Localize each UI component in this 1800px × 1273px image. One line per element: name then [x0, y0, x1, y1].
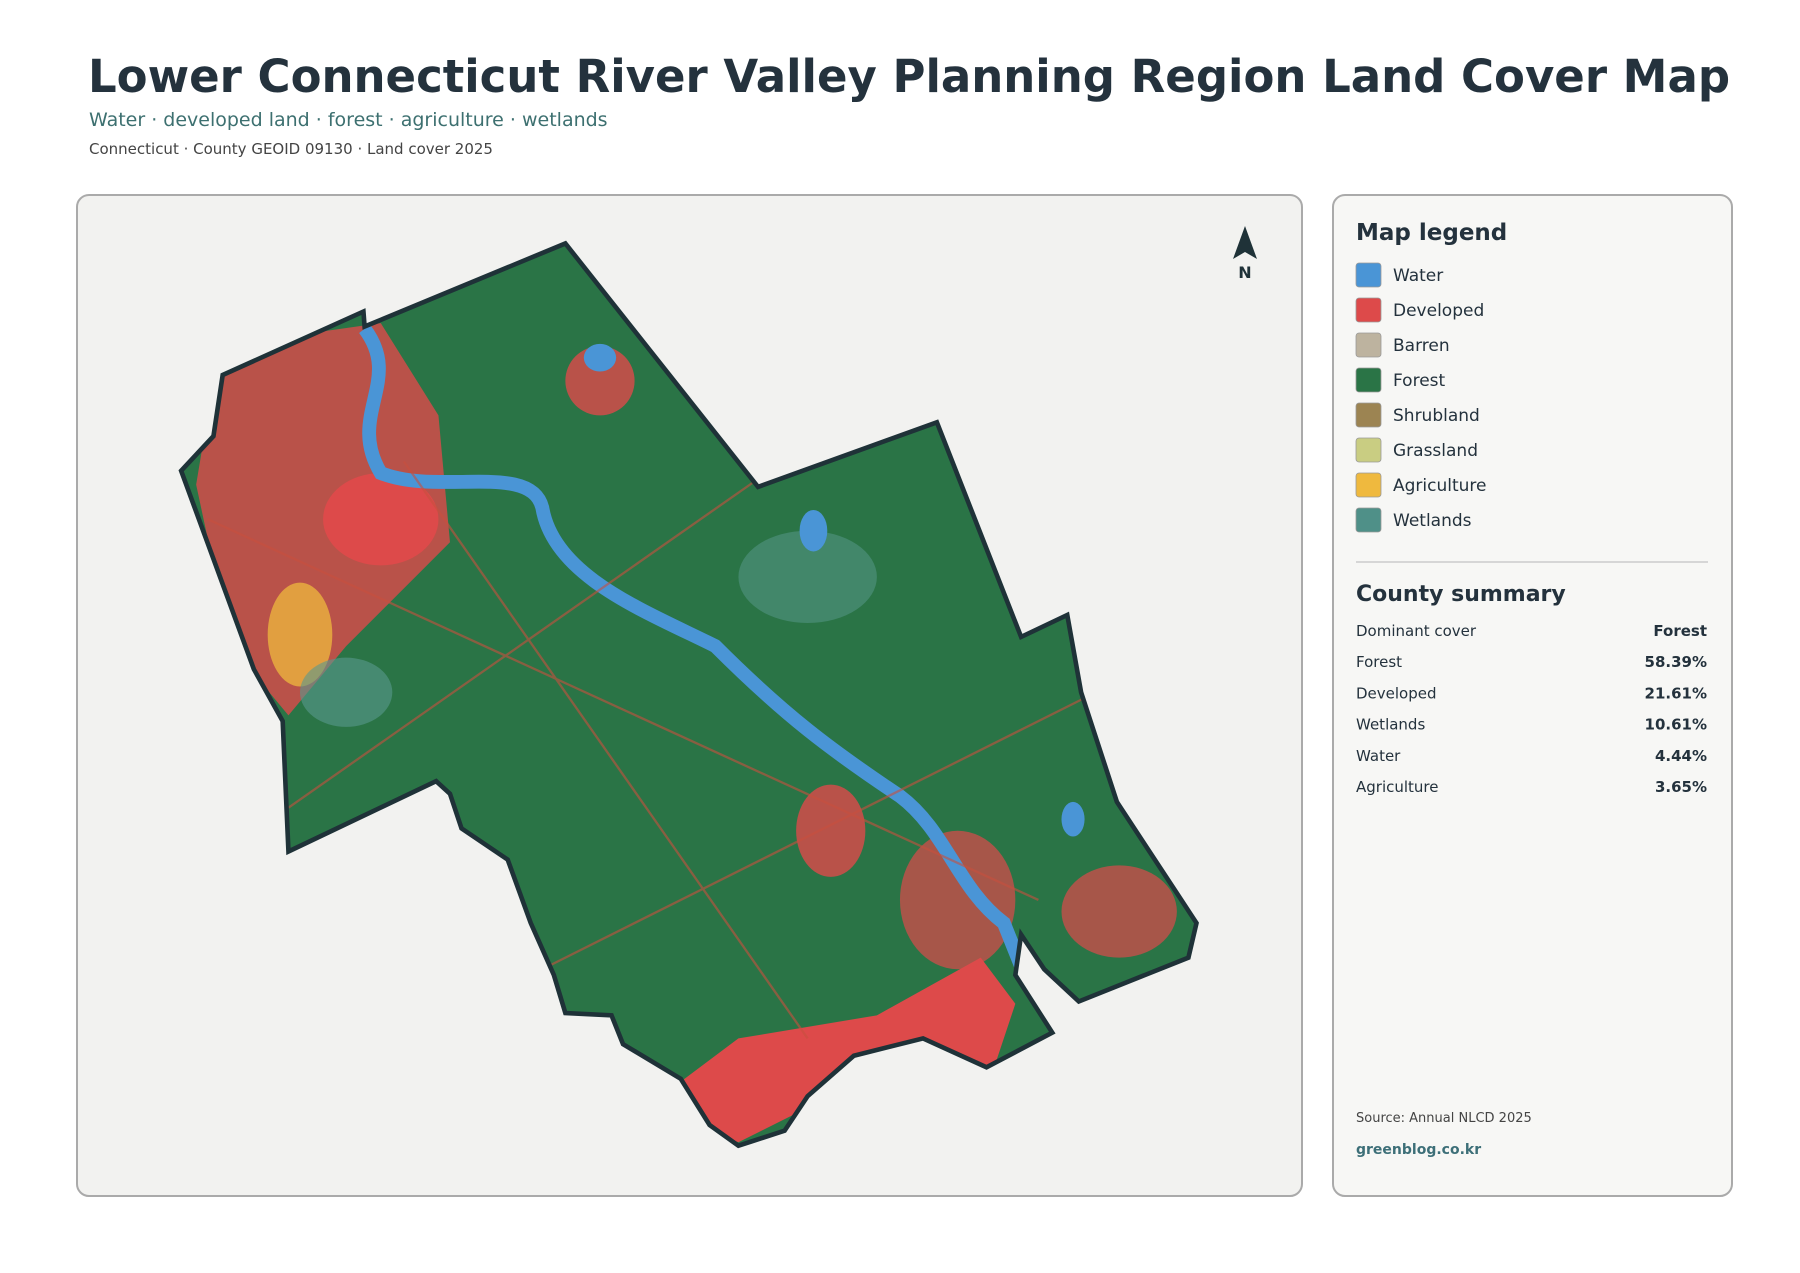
summary-value: 21.61%: [1645, 684, 1707, 702]
legend-swatch: [1355, 437, 1382, 463]
summary-label: Dominant cover: [1356, 622, 1477, 640]
north-arrow: [1233, 226, 1257, 259]
legend-swatch: [1355, 402, 1382, 428]
legend-label: Forest: [1393, 371, 1446, 391]
legend-swatch: [1355, 367, 1382, 393]
legend-label: Grassland: [1393, 441, 1478, 461]
summary-title: County summary: [1356, 582, 1566, 607]
north-label: N: [1238, 263, 1251, 282]
legend-swatch: [1355, 297, 1382, 323]
meta: Connecticut · County GEOID 09130 · Land …: [89, 140, 493, 158]
summary-label: Agriculture: [1356, 778, 1439, 796]
site: greenblog.co.kr: [1356, 1142, 1481, 1158]
legend-swatch: [1355, 507, 1382, 533]
summary-value: 4.44%: [1655, 747, 1707, 765]
summary-value: Forest: [1653, 622, 1707, 640]
legend-label: Shrubland: [1393, 406, 1480, 426]
subtitle: Water · developed land · forest · agricu…: [89, 109, 608, 131]
land-cover: [196, 323, 1177, 1143]
side-panel: [1332, 194, 1733, 1197]
summary: Dominant cover Forest Forest 58.39% Develope…: [1356, 622, 1707, 796]
summary-label: Water: [1356, 747, 1401, 765]
title: Lower Connecticut River Valley Planning …: [88, 50, 1730, 103]
legend-swatch: [1355, 332, 1382, 358]
legend-label: Agriculture: [1393, 476, 1487, 496]
legend: Water Developed Barren Forest Shrubland Grass…: [1355, 262, 1487, 533]
summary-label: Developed: [1356, 684, 1437, 702]
summary-label: Wetlands: [1356, 716, 1425, 734]
summary-value: 10.61%: [1645, 716, 1707, 734]
summary-value: 58.39%: [1645, 653, 1707, 671]
map: [181, 243, 1196, 1145]
summary-value: 3.65%: [1655, 778, 1707, 796]
legend-swatch: [1355, 472, 1382, 498]
legend-label: Wetlands: [1393, 511, 1472, 531]
legend-label: Developed: [1393, 301, 1484, 321]
legend-label: Barren: [1393, 336, 1450, 356]
legend-title: Map legend: [1356, 220, 1507, 246]
legend-swatch: [1355, 262, 1382, 288]
summary-label: Forest: [1356, 653, 1402, 671]
legend-label: Water: [1393, 266, 1443, 286]
source: Source: Annual NLCD 2025: [1356, 1111, 1532, 1126]
